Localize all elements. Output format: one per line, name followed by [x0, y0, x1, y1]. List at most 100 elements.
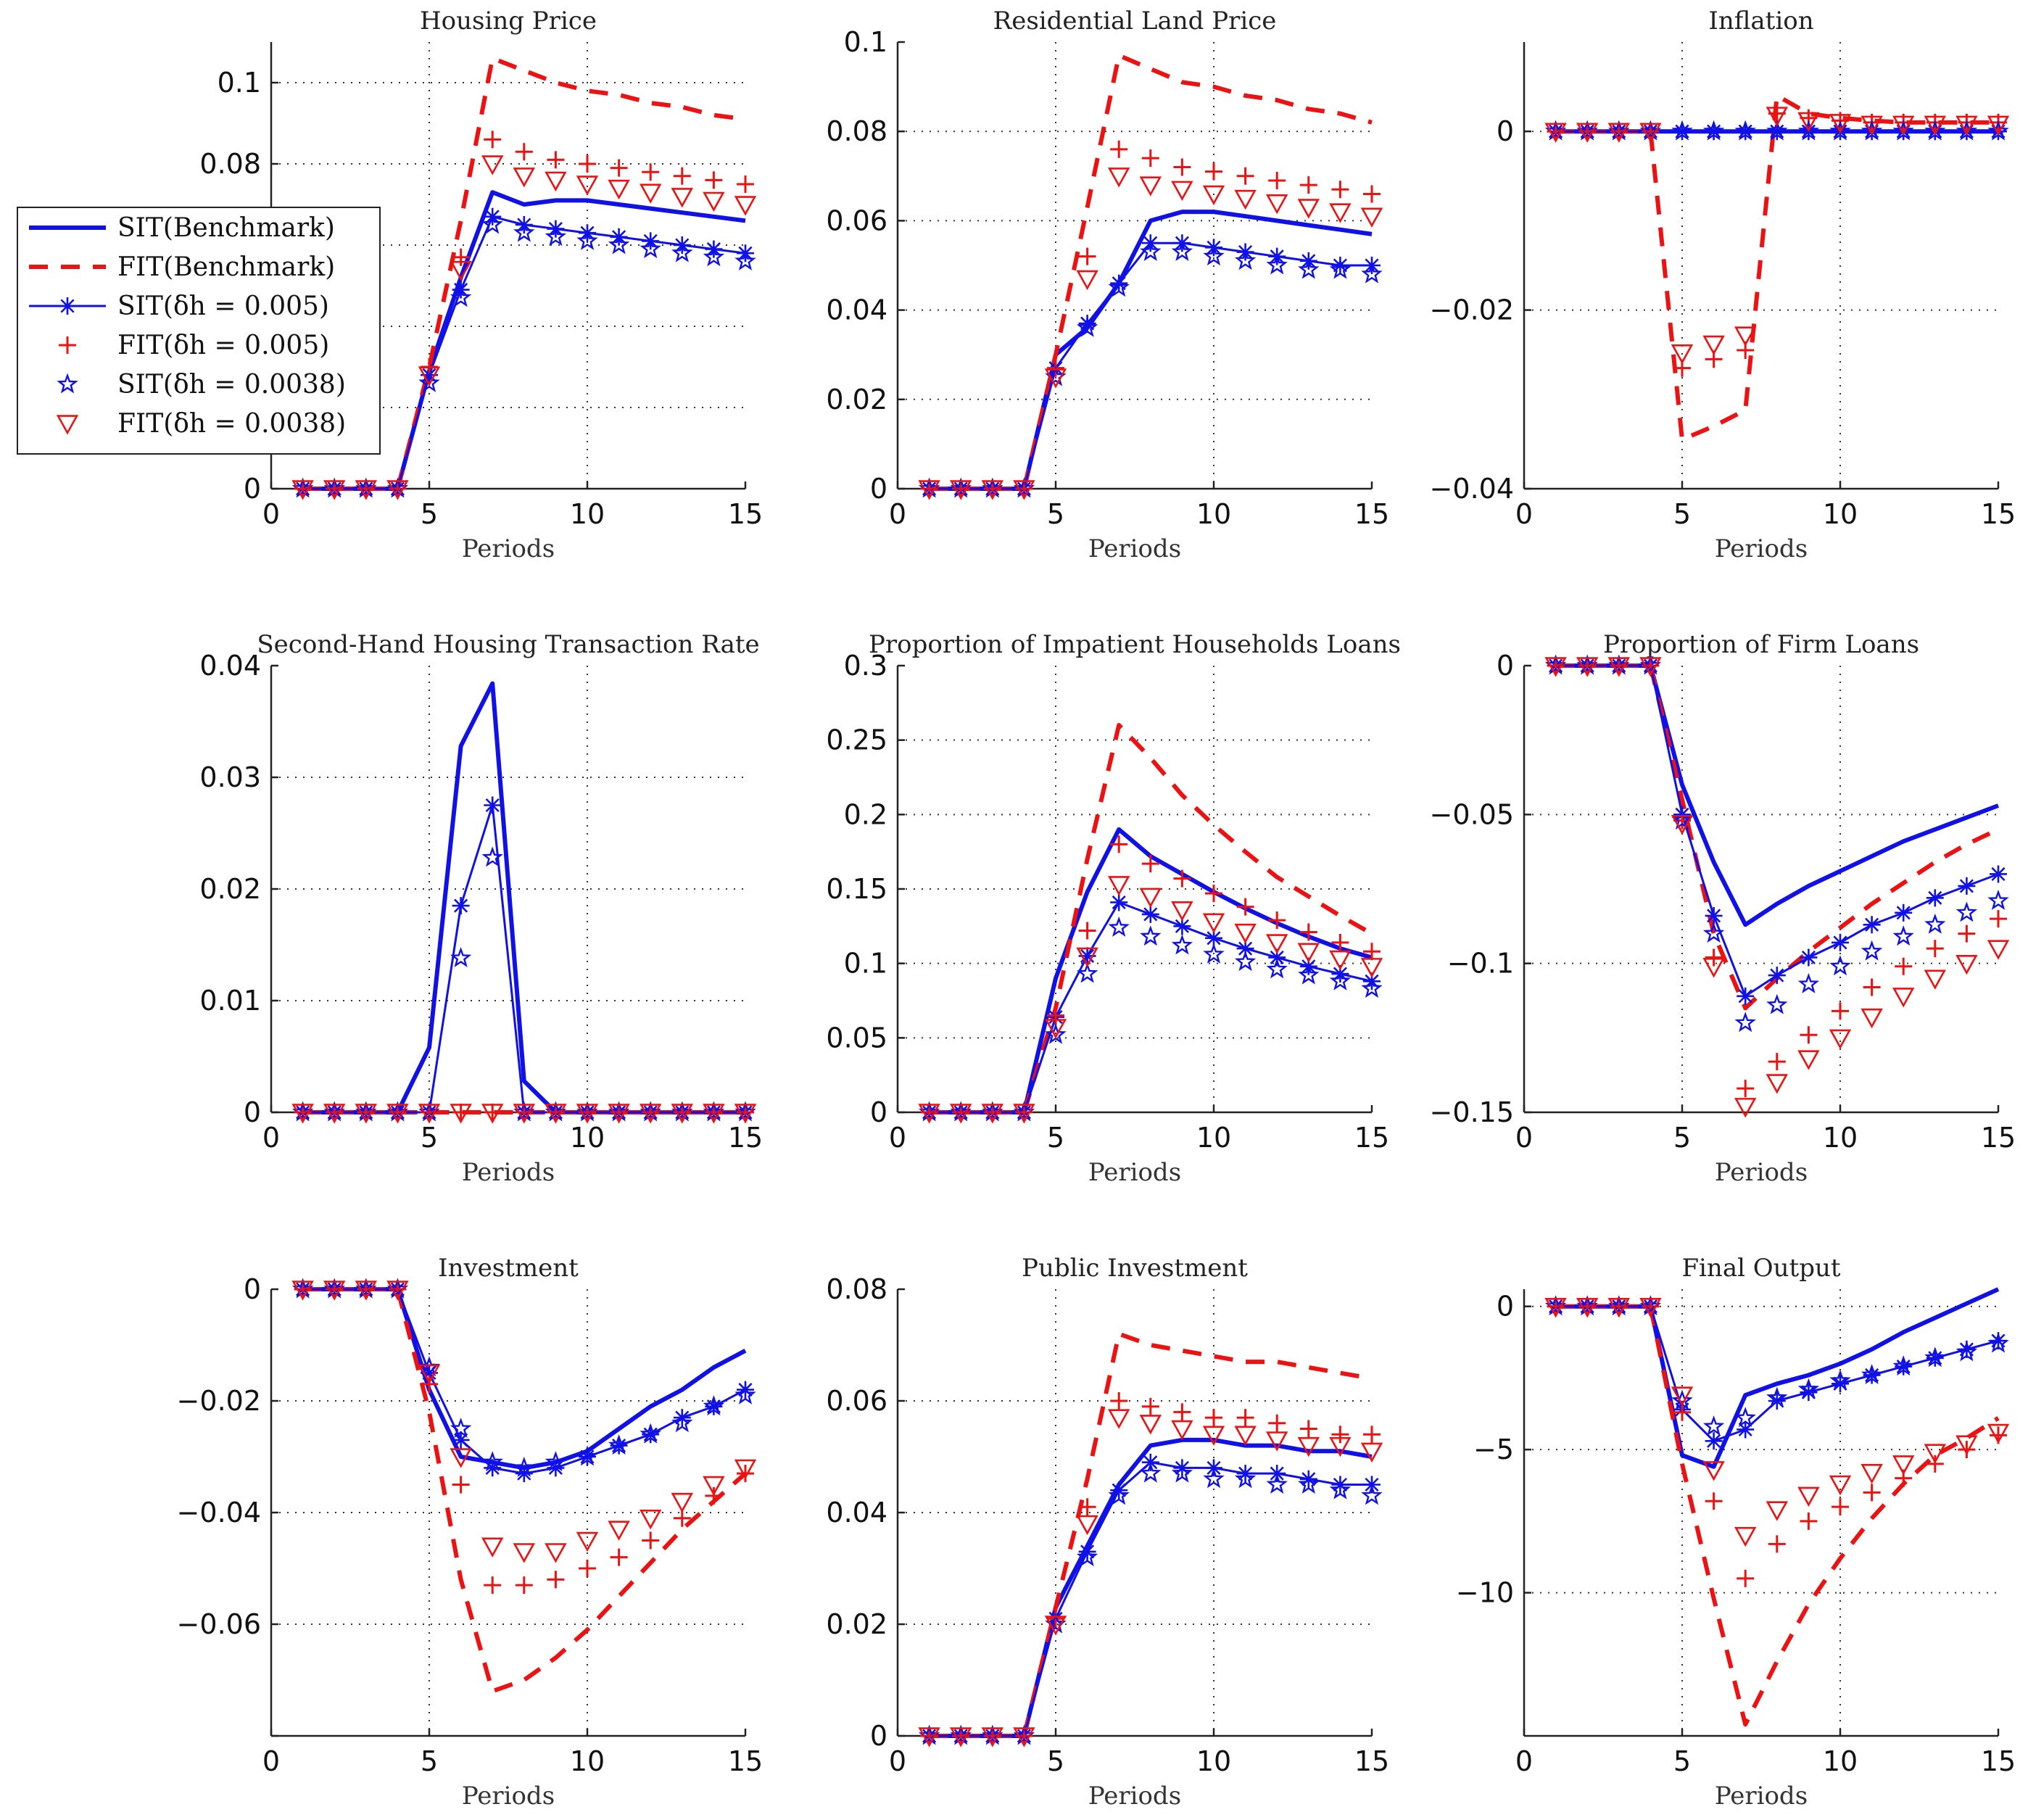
x-tick-label: 0 [262, 498, 280, 530]
y-tick-label: 0 [1497, 650, 1514, 682]
marker-fit_0038 [1544, 123, 1567, 143]
marker-sit_005 [452, 897, 470, 915]
marker-sit_005 [1800, 948, 1818, 967]
marker-fit_005 [1958, 1441, 1976, 1459]
y-tick-label: 0.1 [218, 67, 261, 99]
marker-fit_0038 [1013, 1727, 1035, 1747]
marker-fit_0038 [1076, 270, 1098, 291]
marker-fit_005 [1205, 885, 1222, 903]
series-line-sit_005 [1555, 1305, 1999, 1442]
x-axis-label: Periods [1715, 534, 1808, 563]
marker-fit_0038 [450, 1104, 472, 1124]
marker-sit_0038 [576, 1445, 598, 1466]
marker-fit_0038 [1829, 114, 1852, 134]
marker-sit_0038 [1361, 977, 1383, 998]
marker-fit_0038 [323, 480, 346, 500]
plot-area [291, 1278, 757, 1694]
legend-items: SIT(Benchmark) FIT(Benchmark) SIT(δh = 0.0… [29, 213, 346, 439]
y-tick-label: 0.05 [826, 1022, 887, 1054]
marker-sit_0038 [1140, 925, 1162, 946]
panel-proportion-of-firm-loans: 0 5 10 15 −0.15 −0.1 −0.05 0 Proportion of Firm … [1430, 630, 2016, 1187]
marker-sit_0038 [1766, 993, 1788, 1014]
marker-sit_005 [1958, 123, 1976, 141]
y-tick-label: 0.08 [826, 115, 887, 147]
marker-fit_005 [1331, 1426, 1349, 1444]
legend-item-sit_0038: SIT(δh = 0.0038) [57, 370, 346, 400]
plot-area [1544, 654, 2010, 1118]
marker-fit_0038 [1202, 1426, 1225, 1446]
marker-sit_0038 [1298, 258, 1320, 279]
marker-sit_0038 [513, 1456, 535, 1477]
marker-sit_005 [1895, 1357, 1913, 1376]
y-tick-label: 0.02 [199, 873, 261, 905]
plot-area [1544, 1287, 2010, 1727]
marker-fit_005 [1705, 1492, 1723, 1510]
y-tick-label: 0.1 [844, 948, 887, 980]
marker-sit_0038 [1361, 1484, 1383, 1505]
marker-sit_0038 [1076, 316, 1098, 337]
marker-sit_0038 [1829, 955, 1851, 976]
marker-fit_0038 [1265, 1431, 1288, 1452]
x-axis-label: Periods [1715, 1782, 1808, 1811]
marker-fit_005 [705, 171, 723, 189]
marker-sit_005 [610, 1436, 628, 1455]
marker-sit_0038 [1797, 972, 1820, 993]
marker-fit_0038 [545, 171, 567, 192]
y-tick-label: 0 [1497, 1291, 1514, 1323]
marker-fit_0038 [1955, 954, 1978, 975]
marker-sit_0038 [671, 241, 693, 262]
marker-fit_0038 [1576, 123, 1599, 143]
marker-fit_0038 [671, 1492, 694, 1513]
panel-residential-land-price: 0 5 10 15 0 0.02 0.04 0.06 0.08 0.1 Residential La… [826, 7, 1389, 563]
marker-sit_0038 [450, 1417, 472, 1438]
marker-fit_005 [515, 143, 533, 161]
marker-fit_0038 [1861, 1008, 1883, 1029]
y-tick-label: 0.06 [826, 204, 887, 236]
marker-fit_0038 [981, 1727, 1004, 1747]
marker-sit_0038 [703, 1395, 725, 1416]
marker-fit_0038 [1639, 657, 1662, 677]
marker-fit_0038 [1202, 913, 1225, 933]
marker-sit_005 [1737, 123, 1755, 141]
marker-sit_005 [1110, 1481, 1128, 1500]
y-tick-label: 0 [870, 1720, 887, 1752]
marker-fit_005 [673, 167, 691, 185]
x-tick-label: 10 [570, 1745, 605, 1777]
marker-fit_005 [1236, 898, 1254, 916]
x-tick-label: 5 [1673, 498, 1691, 530]
marker-fit_005 [547, 1571, 565, 1589]
y-tick-label: −0.1 [1447, 948, 1514, 980]
x-tick-label: 10 [1823, 1745, 1858, 1777]
marker-fit_0038 [1797, 1486, 1820, 1507]
panels: 0 5 10 15 0 0.08 0.1 Housing Price Periods 0 5 10 15… [177, 7, 2016, 1811]
marker-fit_0038 [671, 188, 694, 208]
marker-sit_0038 [1234, 951, 1257, 972]
marker-fit_0038 [418, 1104, 441, 1124]
marker-fit_005 [1110, 835, 1128, 853]
marker-fit_0038 [1987, 940, 2010, 960]
x-tick-label: 5 [421, 1745, 438, 1777]
marker-fit_005 [1800, 1026, 1818, 1044]
y-tick-label: −0.02 [1430, 294, 1514, 326]
marker-sit_0038 [513, 221, 535, 242]
legend-label: SIT(Benchmark) [117, 213, 335, 243]
marker-fit_0038 [513, 167, 536, 188]
marker-sit_005 [579, 1448, 596, 1465]
marker-sit_005 [1331, 257, 1349, 274]
marker-fit_0038 [386, 480, 409, 500]
marker-fit_0038 [450, 1448, 472, 1468]
marker-fit_0038 [1576, 657, 1599, 677]
marker-sit_0038 [608, 233, 630, 255]
marker-sit_0038 [1861, 940, 1883, 961]
marker-fit_0038 [481, 1104, 504, 1124]
series-line-fit_bench [1555, 1304, 2000, 1727]
marker-sit_0038 [1298, 964, 1320, 985]
marker-fit_0038 [1702, 958, 1725, 978]
marker-sit_0038 [1829, 120, 1851, 141]
y-tick-label: 0 [244, 1273, 261, 1305]
y-tick-label: 0.01 [199, 985, 261, 1017]
marker-fit_0038 [1360, 207, 1383, 228]
x-axis-label: Periods [462, 534, 555, 563]
marker-fit_0038 [703, 1476, 725, 1497]
marker-fit_0038 [1107, 167, 1130, 188]
